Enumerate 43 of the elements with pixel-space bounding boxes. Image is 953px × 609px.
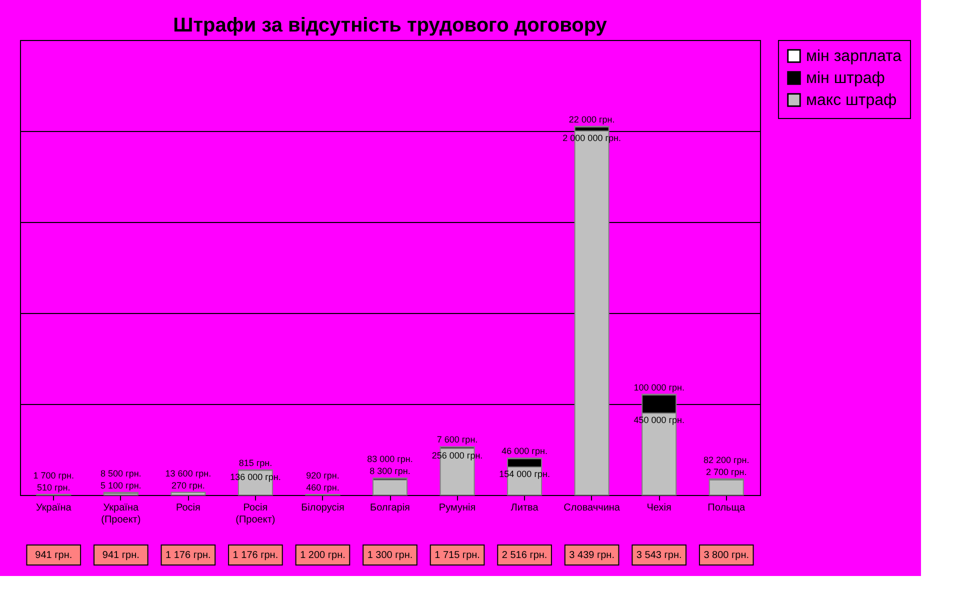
data-label: 941 грн. [102, 550, 140, 561]
data-label: 1 300 грн. [367, 550, 413, 561]
data-label: 8 300 грн. [370, 466, 410, 476]
legend-label: мін зарплата [806, 48, 902, 65]
x-tick-label: Польща [708, 502, 746, 514]
x-tick-label: Румунія [438, 502, 476, 514]
x-tick-label: Росія [176, 502, 200, 514]
x-tick-label: Білорусія [301, 502, 344, 514]
data-label: 1 715 грн. [434, 550, 480, 561]
data-label: 2 516 грн. [502, 550, 548, 561]
data-label: 3 439 грн. [569, 550, 614, 561]
data-label: 815 грн. [238, 458, 272, 468]
data-label: 941 грн. [35, 550, 72, 561]
data-label: 8 500 грн. [100, 468, 142, 478]
data-label: 2 700 грн. [706, 466, 747, 477]
x-tick-label: Україна (Проект) [101, 502, 141, 526]
data-label: 510 грн. [36, 482, 70, 492]
x-tick-label: Чехія [646, 502, 672, 514]
x-tick-label: Словаччина [564, 502, 620, 514]
data-label: 1 200 грн. [300, 550, 346, 561]
data-label: 83 000 грн. [367, 454, 413, 464]
data-label: 3 800 грн. [704, 550, 750, 561]
data-label: 3 543 грн. [636, 550, 682, 561]
legend-label: макс штраф [806, 92, 897, 109]
data-label: 7 600 грн. [436, 434, 478, 445]
chart-title: Штрафи за відсутність трудового договору [173, 14, 608, 36]
data-label: 13 600 грн. [165, 468, 212, 478]
data-label: 1 176 грн. [232, 550, 278, 561]
data-label: 1 176 грн. [166, 550, 211, 561]
data-label: 46 000 грн. [502, 446, 548, 456]
data-label: 82 200 грн. [703, 454, 750, 465]
data-label: 920 грн. [306, 470, 340, 481]
x-tick-label: Росія (Проект) [236, 502, 276, 526]
x-tick-label: Україна [36, 502, 72, 514]
data-label: 460 грн. [306, 482, 340, 493]
data-label: 100 000 грн. [634, 382, 684, 392]
data-label: 270 грн. [172, 480, 205, 490]
data-label: 5 100 грн. [100, 480, 142, 490]
data-label: 22 000 грн. [568, 114, 615, 124]
x-tick-label: Литва [510, 502, 539, 514]
data-label: 1 700 грн. [33, 470, 74, 480]
x-tick-label: Болгарія [370, 502, 410, 514]
legend-label: мін штраф [806, 70, 885, 87]
